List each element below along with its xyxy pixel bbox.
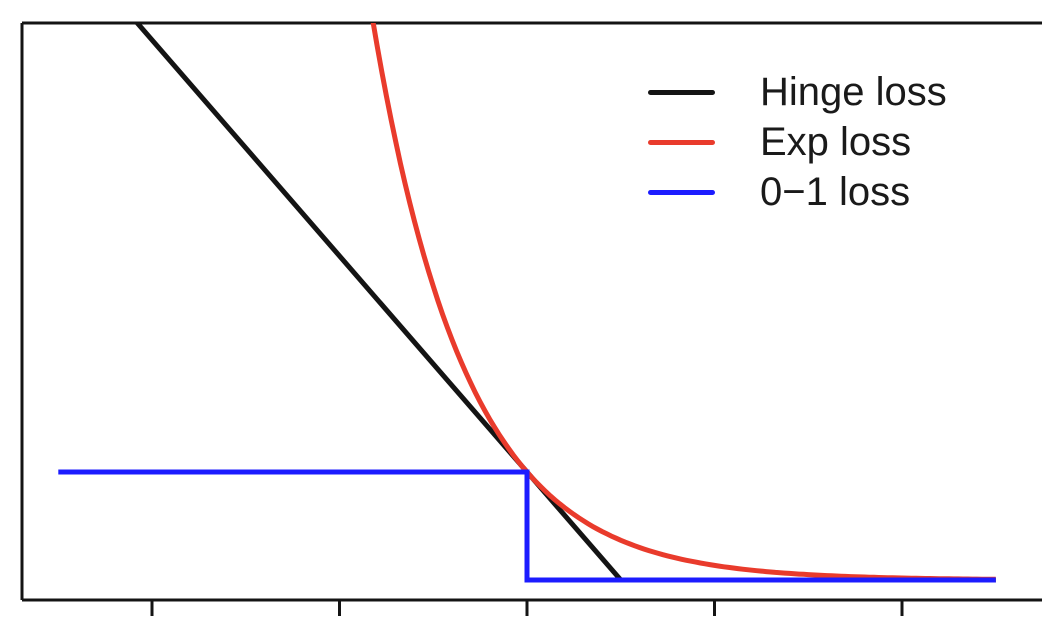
series-lines bbox=[58, 23, 996, 583]
exp-loss-line-swatch bbox=[648, 139, 715, 145]
axis-box bbox=[20, 21, 1042, 602]
hinge-loss-line-swatch bbox=[648, 89, 715, 95]
legend: Hinge loss Exp loss 0−1 loss bbox=[648, 67, 947, 217]
zero-one-loss-line-swatch bbox=[648, 189, 715, 195]
legend-item-zero-one-loss: 0−1 loss bbox=[648, 167, 947, 217]
legend-label-exp-loss: Exp loss bbox=[760, 120, 912, 164]
legend-label-hinge-loss: Hinge loss bbox=[760, 70, 947, 114]
legend-label-zero-one-loss: 0−1 loss bbox=[760, 170, 911, 214]
legend-item-hinge-loss: Hinge loss bbox=[648, 67, 947, 117]
x-axis-ticks bbox=[150, 600, 904, 616]
series-line-0-1-loss bbox=[58, 469, 996, 583]
legend-item-exp-loss: Exp loss bbox=[648, 117, 947, 167]
